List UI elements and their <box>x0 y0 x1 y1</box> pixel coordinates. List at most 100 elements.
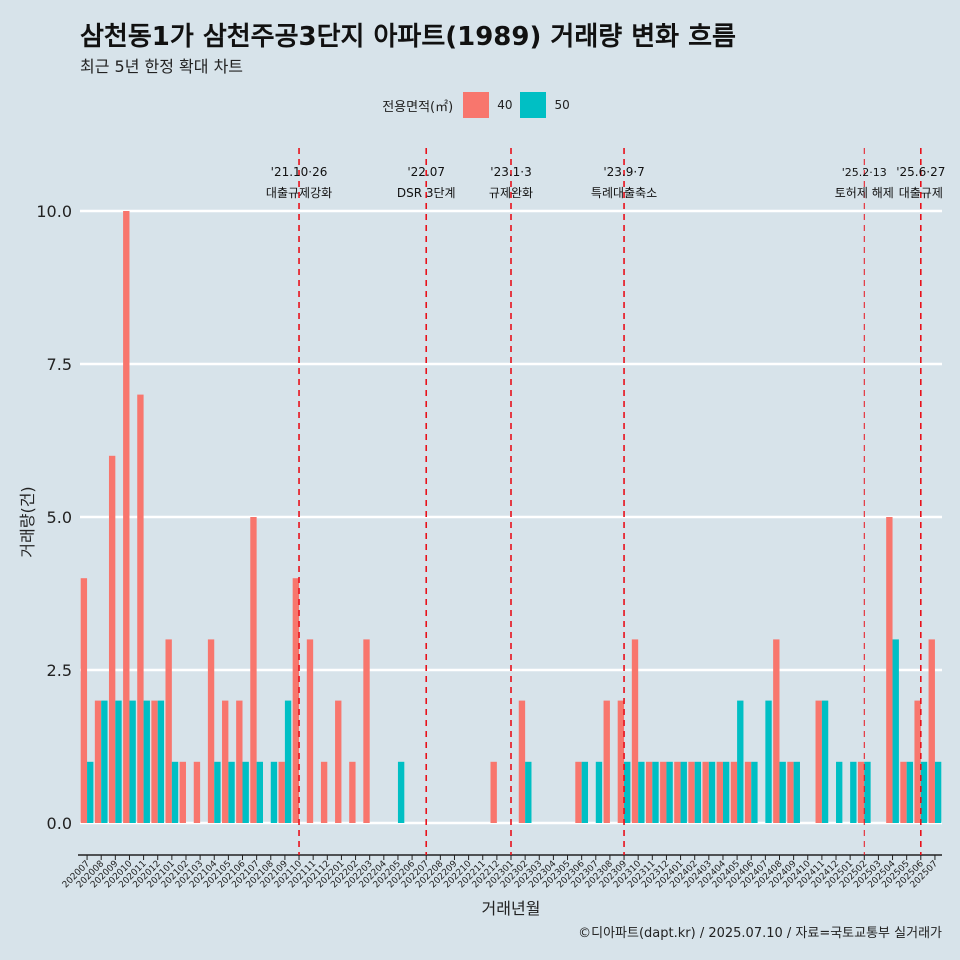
bar-40-202308 <box>603 700 610 823</box>
bar-50-202010 <box>129 700 136 823</box>
bar-50-202309 <box>624 761 631 823</box>
bar-50-202011 <box>143 700 150 823</box>
policy-date: '23.9·7 <box>603 165 644 179</box>
bar-50-202012 <box>157 700 165 823</box>
bar-50-202507 <box>934 761 942 823</box>
bar-40-202212 <box>490 761 497 823</box>
bar-40-202401 <box>674 761 681 823</box>
bar-40-202408 <box>773 639 780 823</box>
bar-40-202101 <box>165 639 172 823</box>
bar-50-202411 <box>821 700 829 823</box>
bar-50-202504 <box>892 639 899 823</box>
bar-50-202407 <box>765 700 772 823</box>
bar-50-202402 <box>694 761 702 823</box>
bar-40-202502 <box>857 761 865 823</box>
bar-50-202106 <box>242 761 249 823</box>
bar-40-202506 <box>914 700 921 823</box>
bar-40-202111 <box>306 639 314 823</box>
chart-subtitle: 최근 5년 한정 확대 차트 <box>80 57 244 76</box>
legend-swatch-50 <box>520 92 547 118</box>
bar-50-202105 <box>228 761 235 823</box>
bar-40-202109 <box>278 761 285 823</box>
bar-50-202306 <box>581 761 589 823</box>
policy-date: '25.2·13 <box>842 166 887 179</box>
bar-40-202202 <box>349 761 356 823</box>
policy-date: '23.1·3 <box>490 165 531 179</box>
bar-50-202205 <box>397 761 405 823</box>
policy-label: 규제완화 <box>489 186 533 200</box>
bar-40-202107 <box>250 517 257 823</box>
bar-40-202302 <box>518 700 526 823</box>
bar-40-202507 <box>928 639 935 823</box>
legend-label-40: 40 <box>497 98 513 112</box>
caption: ©디아파트(dapt.kr) / 2025.07.10 / 자료=국토교통부 실… <box>578 926 942 941</box>
bar-40-202505 <box>900 761 907 823</box>
bar-50-202405 <box>737 700 744 823</box>
bar-40-202411 <box>815 700 822 823</box>
bar-40-202008 <box>94 700 102 823</box>
bar-50-202401 <box>680 761 687 823</box>
bar-40-202310 <box>631 639 639 823</box>
bar-40-202105 <box>222 700 229 823</box>
bar-40-202312 <box>660 761 667 823</box>
bar-40-202403 <box>702 761 709 823</box>
bar-50-202104 <box>214 761 221 823</box>
bar-50-202108 <box>270 761 278 823</box>
bar-40-202504 <box>886 517 893 823</box>
bar-40-202201 <box>335 700 342 823</box>
legend: 전용면적(㎡) 40 50 <box>0 92 960 118</box>
bar-40-202112 <box>320 761 328 823</box>
bar-40-202404 <box>716 761 723 823</box>
bar-40-202009 <box>108 455 116 823</box>
y-tick-label: 7.5 <box>47 355 72 374</box>
bar-40-202409 <box>787 761 794 823</box>
policy-label: 대출규제강화 <box>266 186 332 200</box>
bar-50-202409 <box>793 761 800 823</box>
bar-40-202306 <box>575 761 582 823</box>
y-tick-label: 5.0 <box>47 508 72 527</box>
legend-label-50: 50 <box>554 98 570 112</box>
bar-50-202404 <box>722 761 730 823</box>
bar-40-202010 <box>123 211 130 823</box>
bar-50-202403 <box>708 761 716 823</box>
bar-50-202107 <box>256 761 263 823</box>
y-tick-label: 0.0 <box>47 814 72 833</box>
bar-50-202302 <box>525 761 532 823</box>
bar-50-202008 <box>101 700 108 823</box>
bar-40-202311 <box>645 761 653 823</box>
bar-50-202506 <box>920 761 928 823</box>
bar-50-202505 <box>906 761 914 823</box>
bar-50-202007 <box>87 761 94 823</box>
policy-label: 토허제 해제 <box>835 186 894 200</box>
bar-50-202109 <box>284 700 292 823</box>
bar-40-202007 <box>80 578 88 823</box>
y-axis-title: 거래량(건) <box>18 486 37 557</box>
policy-date: '21.10·26 <box>271 165 328 179</box>
policy-label: 대출규제 <box>899 186 943 200</box>
bar-40-202203 <box>363 639 370 823</box>
bar-50-202412 <box>836 761 843 823</box>
bar-50-202406 <box>751 761 758 823</box>
bar-50-202311 <box>652 761 659 823</box>
bar-40-202011 <box>137 394 144 823</box>
bar-40-202405 <box>730 761 738 823</box>
bar-40-202103 <box>193 761 201 823</box>
x-axis-title: 거래년월 <box>482 899 541 918</box>
bar-40-202309 <box>617 700 625 823</box>
bar-40-202104 <box>207 639 215 823</box>
y-tick-label: 10.0 <box>36 202 72 221</box>
bar-40-202106 <box>236 700 243 823</box>
bar-50-202408 <box>779 761 786 823</box>
bar-40-202102 <box>179 761 186 823</box>
policy-date: '25.6·27 <box>896 165 945 179</box>
legend-title: 전용면적(㎡) <box>382 99 454 115</box>
bar-50-202312 <box>666 761 673 823</box>
bar-50-202009 <box>115 700 122 823</box>
bar-50-202501 <box>850 761 857 823</box>
bar-40-202406 <box>744 761 752 823</box>
bar-40-202110 <box>292 578 300 823</box>
policy-label: DSR 3단계 <box>397 186 456 200</box>
bar-50-202502 <box>864 761 871 823</box>
policy-date: '22.07 <box>407 165 445 179</box>
